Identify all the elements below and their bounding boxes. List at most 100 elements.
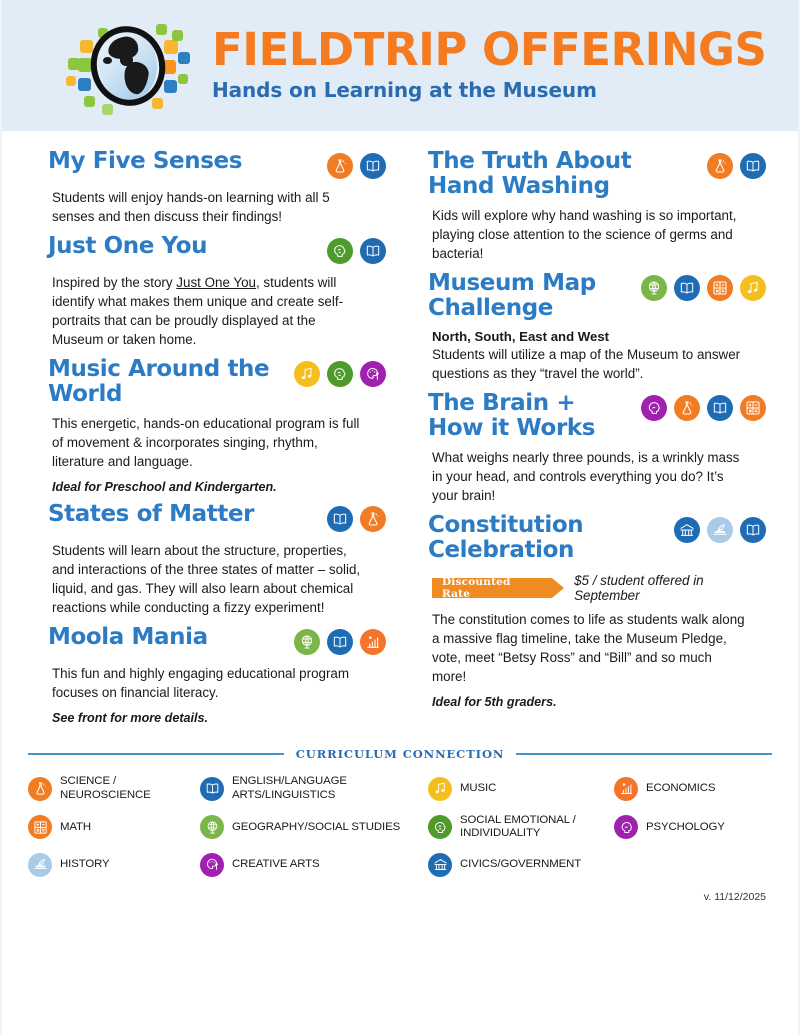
program-title: The Truth About Hand Washing bbox=[428, 148, 632, 199]
curriculum-legend: CURRICULUM CONNECTION SCIENCE / NEUROSCI… bbox=[2, 747, 798, 877]
legend-item-label: MATH bbox=[60, 820, 92, 833]
right-program-column: The Truth About Hand Washing Kids will ex… bbox=[408, 149, 772, 733]
discount-row: Discounted Rate $5 / student offered in S… bbox=[408, 573, 772, 603]
legend-item-label: HISTORY bbox=[60, 858, 110, 871]
program-curriculum-icons bbox=[294, 625, 392, 656]
english-icon bbox=[327, 629, 353, 656]
globe-icon bbox=[81, 16, 175, 115]
program-card: Museum Map Challenge North, South, East a… bbox=[408, 269, 772, 384]
legend-item-label: PSYCHOLOGY bbox=[646, 820, 725, 833]
program-curriculum-icons bbox=[674, 513, 772, 544]
legend-rule-right bbox=[516, 753, 772, 756]
economics-icon bbox=[614, 776, 638, 801]
program-title: Moola Mania bbox=[48, 624, 208, 651]
program-title: States of Matter bbox=[48, 500, 255, 527]
program-curriculum-icons bbox=[327, 234, 392, 265]
english-icon bbox=[200, 776, 224, 801]
page-subtitle: Hands on Learning at the Museum bbox=[212, 78, 597, 102]
page-title: FIELDTRIP OFFERINGS bbox=[212, 23, 767, 76]
legend-item: HISTORY bbox=[28, 852, 200, 877]
legend-item: ENGLISH/LANGUAGE ARTS/LINGUISTICS bbox=[200, 775, 428, 802]
legend-item: GEOGRAPHY/SOCIAL STUDIES bbox=[200, 814, 428, 841]
program-header: States of Matter bbox=[28, 502, 392, 534]
program-description: What weighs nearly three pounds, is a wr… bbox=[432, 450, 740, 504]
science-icon bbox=[674, 395, 700, 422]
program-description: Students will enjoy hands-on learning wi… bbox=[52, 190, 330, 225]
legend-heading-row: CURRICULUM CONNECTION bbox=[28, 747, 772, 761]
legend-item-label: CIVICS/GOVERNMENT bbox=[460, 858, 582, 871]
science-icon bbox=[327, 153, 353, 179]
program-title: Just One You bbox=[48, 233, 208, 260]
music-icon bbox=[294, 361, 320, 388]
legend-item-label: SCIENCE / NEUROSCIENCE bbox=[60, 775, 151, 801]
science-icon bbox=[28, 776, 52, 801]
legend-item-label: GEOGRAPHY/SOCIAL STUDIES bbox=[232, 820, 401, 833]
legend-item: CIVICS/GOVERNMENT bbox=[428, 852, 614, 877]
math-icon bbox=[28, 815, 52, 840]
program-card: The Brain + How it Works What weighs near… bbox=[408, 391, 772, 505]
geography-icon bbox=[641, 274, 667, 301]
page-header: FIELDTRIP OFFERINGS Hands on Learning at… bbox=[2, 0, 798, 131]
creative-arts-icon bbox=[360, 361, 386, 388]
version-label: v. 11/12/2025 bbox=[703, 890, 766, 903]
legend-item: CREATIVE ARTS bbox=[200, 852, 428, 877]
program-curriculum-icons bbox=[707, 149, 772, 179]
program-card: The Truth About Hand Washing Kids will ex… bbox=[408, 149, 772, 263]
math-icon bbox=[707, 274, 733, 301]
english-icon bbox=[740, 517, 766, 544]
civics-icon bbox=[674, 517, 700, 544]
museum-globe-logo bbox=[64, 14, 192, 118]
geography-icon bbox=[200, 815, 224, 840]
program-title: The Brain + How it Works bbox=[428, 390, 596, 442]
program-title: Museum Map Challenge bbox=[428, 269, 596, 321]
english-icon bbox=[740, 153, 766, 179]
program-header: Just One You bbox=[28, 234, 392, 266]
program-note: Ideal for Preschool and Kindergarten. bbox=[52, 479, 277, 494]
program-card: My Five Senses Students will enjoy hands-… bbox=[28, 149, 392, 226]
program-note: Ideal for 5th graders. bbox=[432, 695, 557, 709]
legend-item: SCIENCE / NEUROSCIENCE bbox=[28, 775, 200, 802]
legend-item-label: SOCIAL EMOTIONAL / INDIVIDUALITY bbox=[460, 814, 576, 840]
legend-rule-left bbox=[28, 753, 284, 756]
program-card: States of Matter Students will learn abou… bbox=[28, 502, 392, 617]
program-description: The constitution comes to life as studen… bbox=[432, 611, 745, 684]
program-header: Museum Map Challenge bbox=[408, 269, 772, 321]
program-header: My Five Senses bbox=[28, 149, 392, 181]
economics-icon bbox=[360, 629, 386, 656]
english-icon bbox=[360, 153, 386, 179]
program-description: Inspired by the story Just One You, stud… bbox=[52, 275, 344, 348]
english-icon bbox=[327, 505, 353, 532]
program-description: This fun and highly engaging educational… bbox=[52, 666, 350, 701]
social-emotional-icon bbox=[327, 238, 353, 265]
program-description: Students will learn about the structure,… bbox=[52, 542, 361, 616]
legend-item-label: ENGLISH/LANGUAGE ARTS/LINGUISTICS bbox=[232, 775, 347, 801]
history-icon bbox=[28, 852, 52, 877]
program-card: Constitution Celebration Discounted Rate $… bbox=[408, 513, 772, 709]
psychology-icon bbox=[641, 395, 667, 422]
program-description: This energetic, hands-on educational pro… bbox=[52, 415, 360, 469]
legend-heading: CURRICULUM CONNECTION bbox=[295, 747, 505, 762]
program-title: My Five Senses bbox=[48, 148, 242, 174]
legend-item: MATH bbox=[28, 814, 200, 841]
history-icon bbox=[707, 517, 733, 544]
math-icon bbox=[740, 395, 766, 422]
legend-item-label: MUSIC bbox=[460, 781, 497, 794]
program-header: Constitution Celebration bbox=[408, 513, 772, 563]
geography-icon bbox=[294, 629, 320, 656]
discounted-rate-badge: Discounted Rate bbox=[432, 576, 565, 600]
program-note: See front for more details. bbox=[52, 711, 209, 726]
legend-item-label: CREATIVE ARTS bbox=[232, 858, 320, 871]
program-curriculum-icons bbox=[641, 391, 772, 422]
program-curriculum-icons bbox=[327, 149, 392, 179]
social-emotional-icon bbox=[327, 361, 353, 388]
legend-item: MUSIC bbox=[428, 775, 614, 802]
program-curriculum-icons bbox=[641, 271, 772, 301]
program-curriculum-icons bbox=[327, 502, 392, 532]
program-header: Music Around the World bbox=[28, 357, 392, 407]
psychology-icon bbox=[614, 815, 638, 840]
program-curriculum-icons bbox=[294, 357, 392, 388]
header-title-block: FIELDTRIP OFFERINGS Hands on Learning at… bbox=[212, 23, 767, 104]
program-card: Music Around the World This energetic, ha… bbox=[28, 357, 392, 494]
book-title-emphasis: Just One You bbox=[176, 275, 256, 291]
